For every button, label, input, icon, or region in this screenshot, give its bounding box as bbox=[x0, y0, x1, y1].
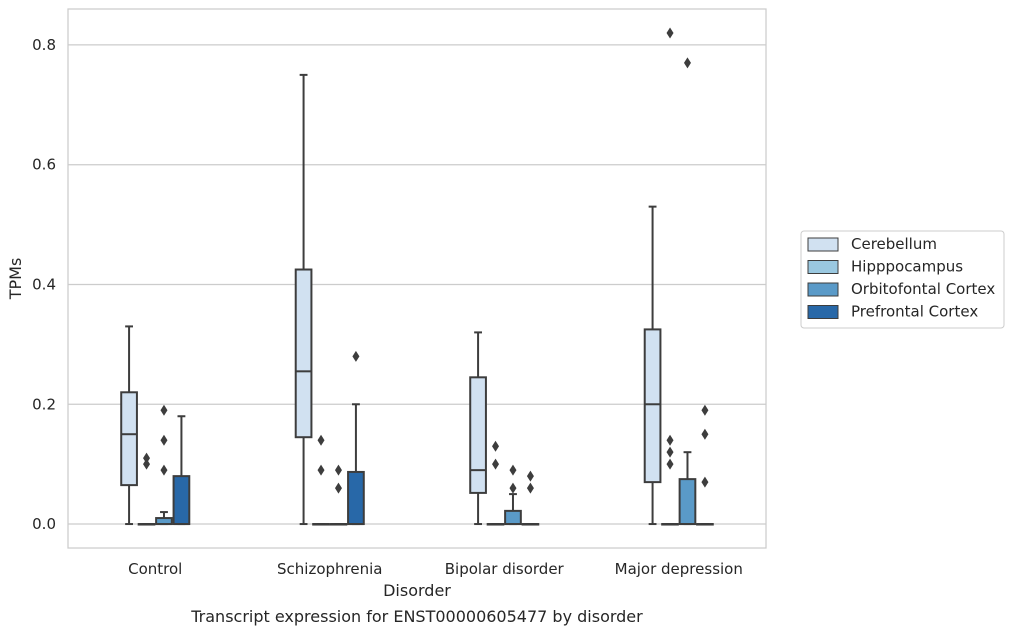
box-body bbox=[294, 268, 313, 439]
box-hipppocampus bbox=[486, 440, 505, 526]
chart-caption: Transcript expression for ENST0000060547… bbox=[190, 607, 643, 626]
legend-items: Cerebellum Hipppocampus Orbitofontal Corte… bbox=[807, 235, 995, 321]
y-axis-label: TPMs bbox=[6, 258, 25, 301]
box-orbitofontal-cortex bbox=[155, 404, 173, 526]
box-cerebellum bbox=[120, 325, 138, 526]
outlier-point bbox=[317, 434, 325, 446]
box-body bbox=[643, 328, 662, 484]
legend-label: Orbitofontal Cortex bbox=[851, 280, 995, 298]
y-tick-label: 0.8 bbox=[32, 36, 56, 54]
legend-label: Prefrontal Cortex bbox=[851, 303, 978, 321]
outlier-point bbox=[160, 404, 168, 416]
box-hipppocampus bbox=[312, 434, 330, 526]
outlier-point bbox=[509, 482, 517, 494]
outlier-point bbox=[683, 57, 691, 69]
box-cerebellum bbox=[643, 205, 662, 526]
box-body bbox=[504, 509, 522, 526]
legend: Cerebellum Hipppocampus Orbitofontal Corte… bbox=[800, 230, 1005, 329]
box-orbitofontal-cortex bbox=[504, 464, 522, 526]
y-tick-label: 0.6 bbox=[32, 156, 56, 174]
outlier-point bbox=[666, 27, 674, 39]
outlier-point bbox=[526, 470, 534, 482]
x-axis-ticks: Control Schizophrenia Bipolar disorder Majo… bbox=[128, 560, 743, 578]
legend-swatch bbox=[807, 305, 839, 319]
legend-label: Cerebellum bbox=[851, 235, 937, 253]
legend-swatch bbox=[807, 260, 839, 274]
outlier-point bbox=[352, 350, 360, 362]
box-hipppocampus bbox=[137, 452, 156, 526]
box-prefrontal-cortex bbox=[347, 350, 365, 526]
outlier-point bbox=[492, 458, 500, 470]
box-prefrontal-cortex bbox=[696, 404, 714, 526]
boxes bbox=[120, 27, 714, 526]
x-tick-label: Schizophrenia bbox=[277, 560, 382, 578]
legend-swatch bbox=[807, 237, 839, 252]
outlier-point bbox=[143, 458, 151, 470]
box-prefrontal-cortex bbox=[521, 470, 540, 526]
box-prefrontal-cortex bbox=[172, 415, 191, 526]
box-hipppocampus bbox=[661, 27, 679, 526]
box-cerebellum bbox=[294, 73, 313, 526]
box-body bbox=[469, 376, 487, 494]
y-axis-ticks: 0.0 0.2 0.4 0.6 0.8 bbox=[32, 36, 56, 533]
plot-frame bbox=[67, 8, 767, 549]
outlier-point bbox=[526, 482, 534, 494]
outlier-point bbox=[317, 464, 325, 476]
box-body bbox=[120, 391, 138, 487]
x-tick-label: Control bbox=[128, 560, 182, 578]
legend-label: Hipppocampus bbox=[851, 258, 963, 276]
outlier-point bbox=[701, 404, 709, 416]
outlier-point bbox=[492, 440, 500, 452]
outlier-point bbox=[509, 464, 517, 476]
outlier-point bbox=[666, 434, 674, 446]
x-tick-label: Major depression bbox=[615, 560, 743, 578]
outlier-point bbox=[160, 434, 168, 446]
box-body bbox=[172, 475, 191, 526]
box-orbitofontal-cortex bbox=[329, 464, 348, 526]
outlier-point bbox=[334, 482, 342, 494]
x-tick-label: Bipolar disorder bbox=[445, 560, 565, 578]
box-body bbox=[678, 478, 697, 526]
outlier-point bbox=[701, 428, 709, 440]
box-cerebellum bbox=[469, 331, 487, 526]
box-orbitofontal-cortex bbox=[678, 57, 697, 526]
outlier-point bbox=[666, 446, 674, 458]
x-axis-label: Disorder bbox=[383, 581, 451, 600]
outlier-point bbox=[334, 464, 342, 476]
legend-frame bbox=[800, 230, 1005, 329]
outlier-point bbox=[701, 476, 709, 488]
y-tick-label: 0.2 bbox=[32, 395, 56, 413]
outlier-point bbox=[666, 458, 674, 470]
box-body bbox=[347, 470, 365, 526]
outlier-point bbox=[143, 452, 151, 464]
y-tick-label: 0.0 bbox=[32, 515, 56, 533]
outlier-point bbox=[160, 464, 168, 476]
y-tick-label: 0.4 bbox=[32, 275, 56, 293]
legend-swatch bbox=[807, 282, 839, 297]
